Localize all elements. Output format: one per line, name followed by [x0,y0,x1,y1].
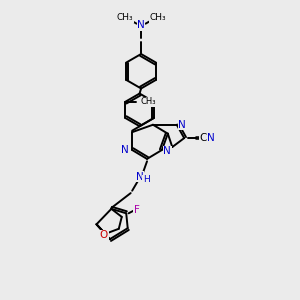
Text: N: N [136,172,143,182]
Text: N: N [137,20,145,30]
Text: CH₃: CH₃ [116,13,133,22]
Text: F: F [134,205,140,215]
Text: N: N [178,120,186,130]
Text: N: N [164,146,171,157]
Text: CH₃: CH₃ [140,97,156,106]
Text: C: C [200,133,207,143]
Text: N: N [207,133,215,143]
Text: H: H [143,175,149,184]
Text: CH₃: CH₃ [149,13,166,22]
Text: N: N [122,145,129,155]
Text: O: O [100,230,108,240]
